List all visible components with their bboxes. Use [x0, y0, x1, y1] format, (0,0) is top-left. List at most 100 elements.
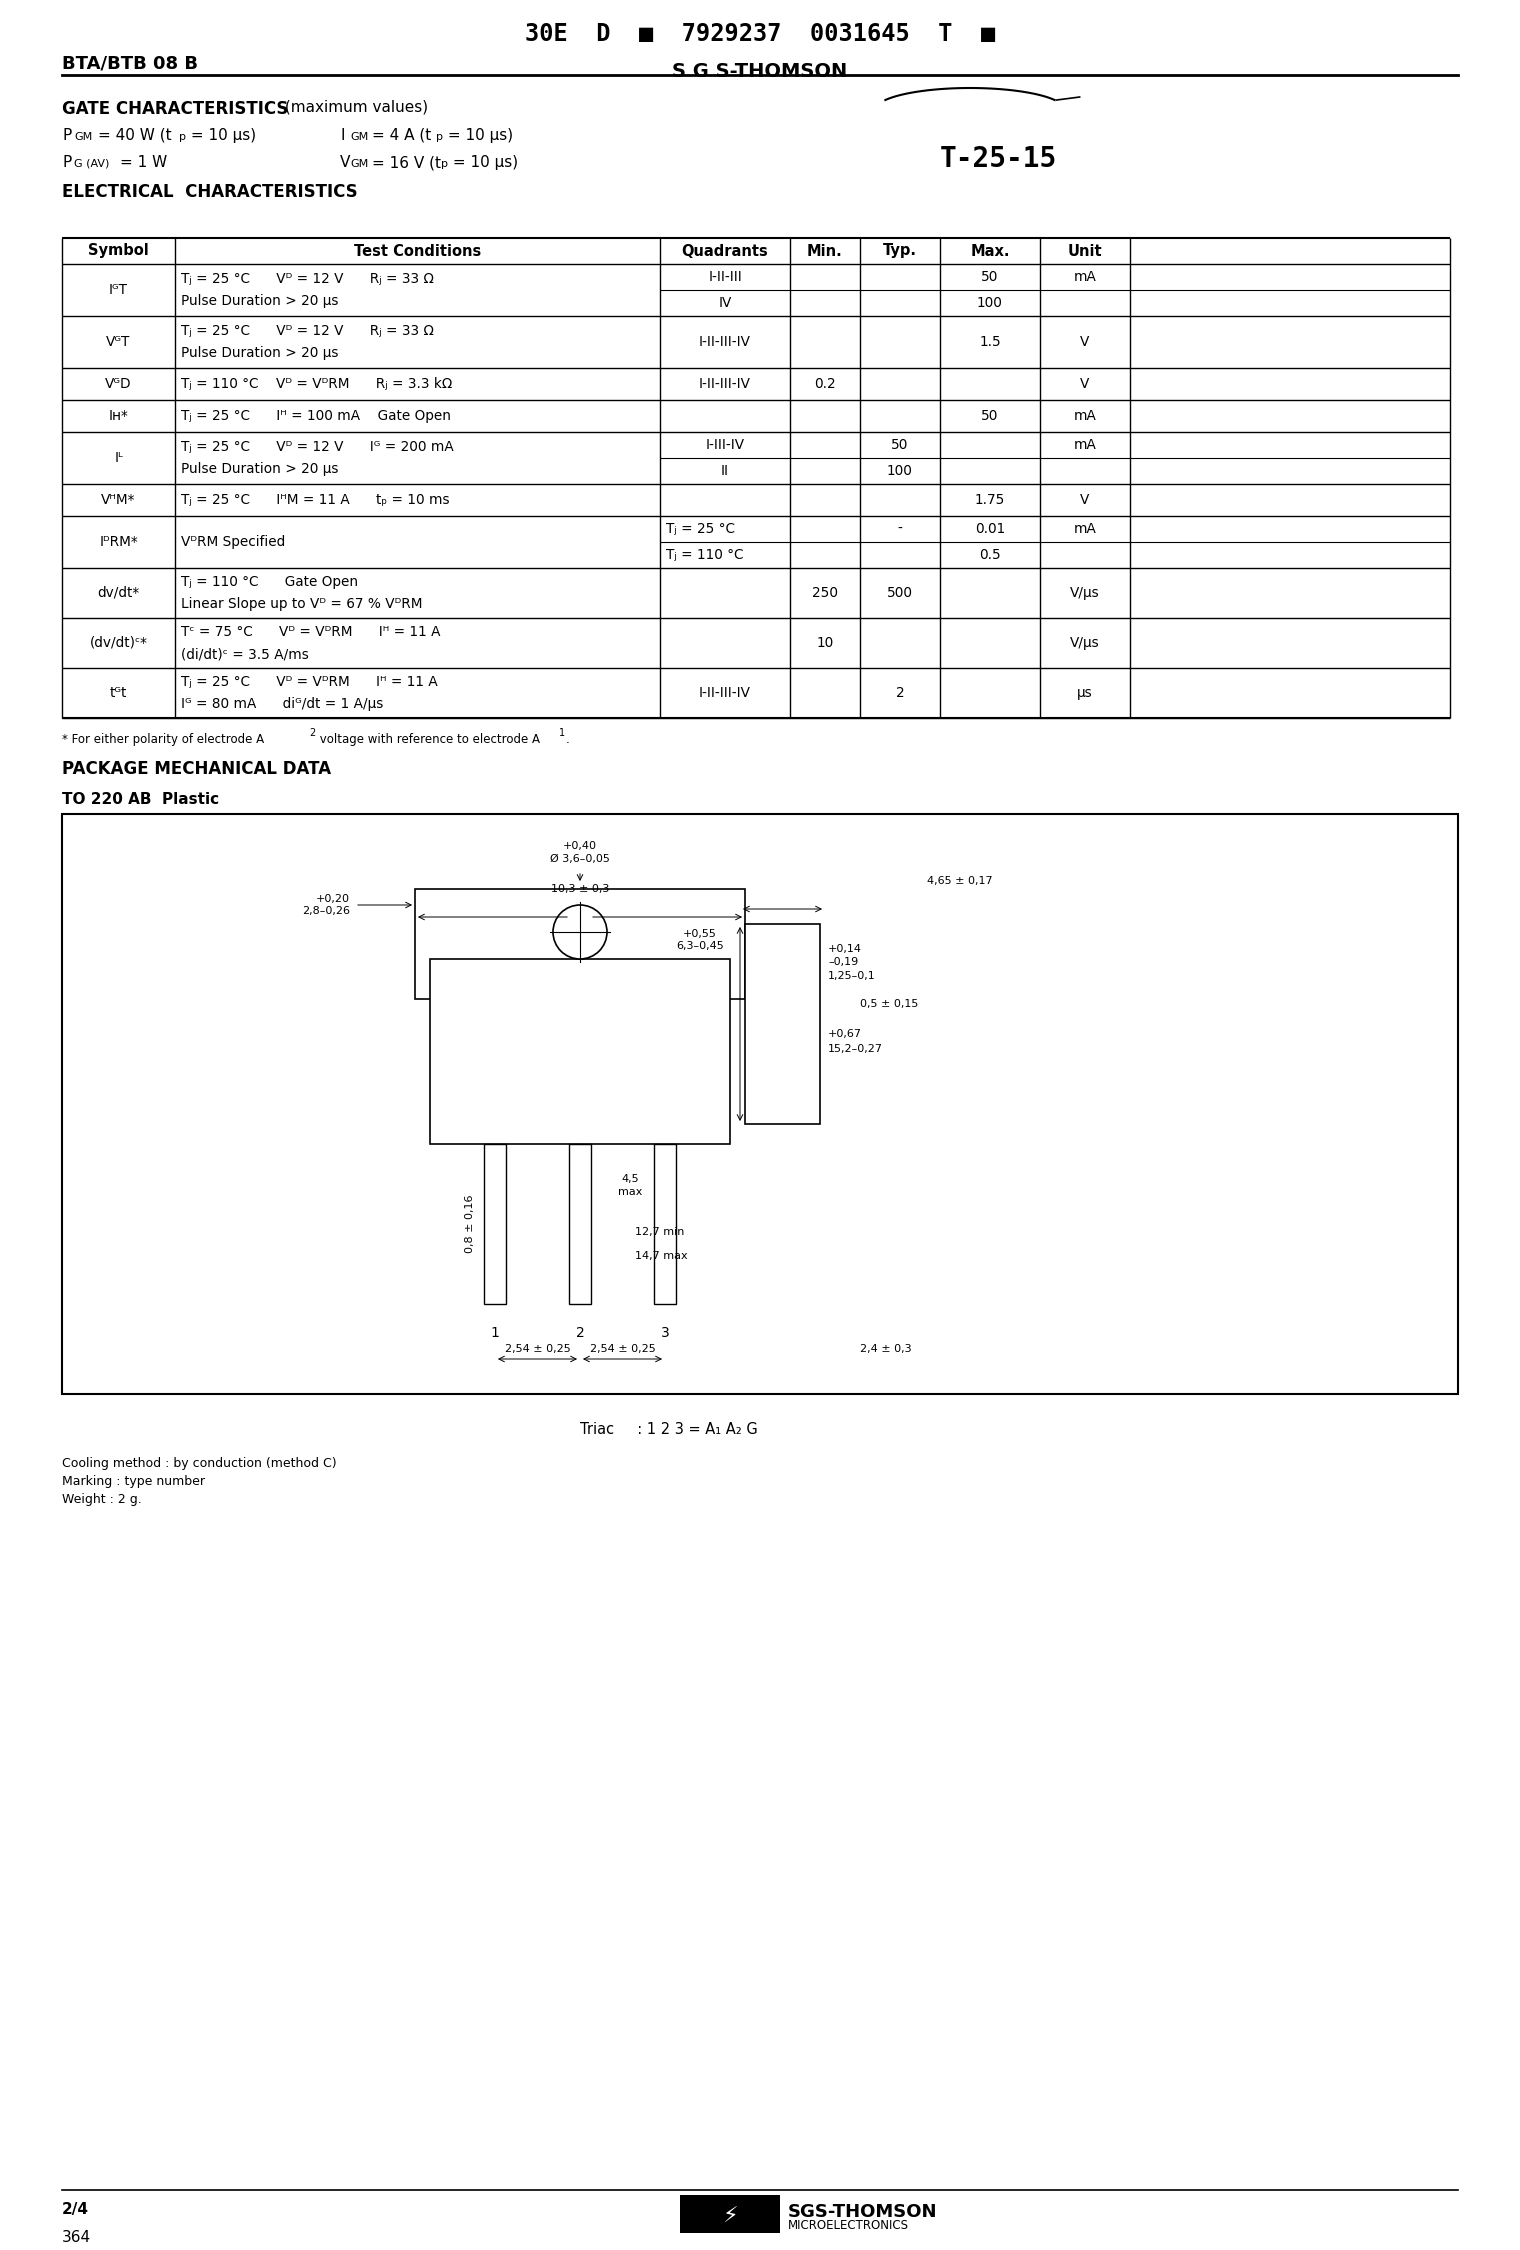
Text: 12,7 min: 12,7 min	[635, 1226, 684, 1238]
Text: 3: 3	[661, 1325, 669, 1341]
Text: ⚡: ⚡	[722, 2207, 737, 2228]
Text: P: P	[62, 155, 71, 171]
Text: Typ.: Typ.	[883, 243, 917, 259]
Text: 4,5: 4,5	[622, 1174, 638, 1184]
Text: +0,14: +0,14	[828, 945, 862, 954]
Text: MICROELECTRONICS: MICROELECTRONICS	[787, 2218, 909, 2232]
Text: SGS-THOMSON: SGS-THOMSON	[787, 2203, 938, 2221]
Text: +0,67: +0,67	[828, 1028, 862, 1040]
Text: dv/dt*: dv/dt*	[97, 585, 140, 601]
Text: 1.75: 1.75	[974, 493, 1005, 506]
Text: BTA/BTB 08 B: BTA/BTB 08 B	[62, 54, 198, 72]
Text: I-II-III-IV: I-II-III-IV	[699, 378, 751, 391]
Bar	[62, 814, 1458, 1395]
Text: Tⱼ = 25 °C      Vᴰ = 12 V      Rⱼ = 33 Ω: Tⱼ = 25 °C Vᴰ = 12 V Rⱼ = 33 Ω	[181, 324, 433, 338]
Bar	[430, 958, 730, 1143]
Text: –0,19: –0,19	[828, 956, 859, 968]
Text: -: -	[898, 522, 903, 536]
Text: 4,65 ± 0,17: 4,65 ± 0,17	[927, 875, 993, 886]
Text: 50: 50	[982, 410, 999, 423]
Text: VᴴM*: VᴴM*	[102, 493, 135, 506]
Text: = 10 μs): = 10 μs)	[442, 128, 514, 144]
Text: GM: GM	[350, 133, 368, 142]
Text: p: p	[436, 133, 442, 142]
Text: Tⱼ = 110 °C    Vᴰ = VᴰRM      Rⱼ = 3.3 kΩ: Tⱼ = 110 °C Vᴰ = VᴰRM Rⱼ = 3.3 kΩ	[181, 378, 453, 391]
Bar	[483, 1143, 506, 1305]
Text: = 1 W: = 1 W	[120, 155, 167, 171]
Text: T-25-15: T-25-15	[939, 144, 1058, 173]
Text: Unit: Unit	[1067, 243, 1102, 259]
Text: 100: 100	[888, 464, 914, 477]
Text: Quadrants: Quadrants	[681, 243, 769, 259]
Text: 500: 500	[888, 585, 914, 601]
Text: Tⱼ = 25 °C      Vᴰ = 12 V      Rⱼ = 33 Ω: Tⱼ = 25 °C Vᴰ = 12 V Rⱼ = 33 Ω	[181, 272, 433, 286]
Text: Pulse Duration > 20 μs: Pulse Duration > 20 μs	[181, 295, 339, 308]
Text: 2,8–0,26: 2,8–0,26	[302, 907, 350, 916]
Text: V: V	[1081, 493, 1090, 506]
Text: 0.2: 0.2	[815, 378, 836, 391]
Text: tᴳt: tᴳt	[109, 686, 128, 700]
Bar	[679, 2196, 780, 2232]
Bar	[568, 1143, 591, 1305]
Text: Iᴳ = 80 mA      diᴳ/dt = 1 A/μs: Iᴳ = 80 mA diᴳ/dt = 1 A/μs	[181, 698, 383, 711]
Text: Iʜ*: Iʜ*	[108, 410, 128, 423]
Text: I: I	[340, 128, 345, 144]
Text: 14,7 max: 14,7 max	[635, 1251, 687, 1260]
Text: μs: μs	[1078, 686, 1093, 700]
Text: GATE CHARACTERISTICS: GATE CHARACTERISTICS	[62, 99, 289, 117]
Text: 2/4: 2/4	[62, 2203, 90, 2216]
Text: Cooling method : by conduction (method C): Cooling method : by conduction (method C…	[62, 1458, 336, 1469]
Text: II: II	[720, 464, 730, 477]
Text: max: max	[617, 1188, 641, 1197]
Text: = 10 μs): = 10 μs)	[185, 128, 257, 144]
Text: p: p	[441, 160, 448, 169]
Text: Ø 3,6–0,05: Ø 3,6–0,05	[550, 855, 610, 864]
Text: +0,20: +0,20	[316, 893, 350, 904]
Text: 1: 1	[559, 729, 565, 738]
Text: p: p	[179, 133, 185, 142]
Text: * For either polarity of electrode A: * For either polarity of electrode A	[62, 734, 264, 747]
Text: Pulse Duration > 20 μs: Pulse Duration > 20 μs	[181, 346, 339, 360]
Text: Tⱼ = 110 °C: Tⱼ = 110 °C	[666, 549, 743, 562]
Text: Min.: Min.	[807, 243, 844, 259]
Text: 10: 10	[816, 637, 833, 650]
Text: Symbol: Symbol	[88, 243, 149, 259]
Text: 30E  D  ■  7929237  0031645  T  ■: 30E D ■ 7929237 0031645 T ■	[524, 22, 996, 45]
Text: Tⱼ = 25 °C      Iᴴ = 100 mA    Gate Open: Tⱼ = 25 °C Iᴴ = 100 mA Gate Open	[181, 410, 451, 423]
Text: Triac     : 1 2 3 = A₁ A₂ G: Triac : 1 2 3 = A₁ A₂ G	[581, 1422, 758, 1438]
Text: 2,54 ± 0,25: 2,54 ± 0,25	[590, 1343, 655, 1354]
Text: G (AV): G (AV)	[74, 160, 109, 169]
Text: VᴰRM Specified: VᴰRM Specified	[181, 536, 286, 549]
Text: I-II-III-IV: I-II-III-IV	[699, 686, 751, 700]
Text: 2,4 ± 0,3: 2,4 ± 0,3	[860, 1343, 912, 1354]
Text: V: V	[1081, 335, 1090, 349]
Text: 50: 50	[982, 270, 999, 284]
Text: 50: 50	[891, 439, 909, 452]
Text: mA: mA	[1073, 410, 1096, 423]
Text: 2: 2	[309, 729, 315, 738]
Text: Test Conditions: Test Conditions	[354, 243, 482, 259]
Text: +0,40: +0,40	[562, 842, 597, 850]
Text: 2,54 ± 0,25: 2,54 ± 0,25	[505, 1343, 570, 1354]
Text: 1.5: 1.5	[979, 335, 1000, 349]
Bar	[654, 1143, 676, 1305]
Text: Tⱼ = 25 °C: Tⱼ = 25 °C	[666, 522, 736, 536]
Text: Max.: Max.	[970, 243, 1009, 259]
Text: 100: 100	[977, 297, 1003, 310]
Text: (maximum values): (maximum values)	[280, 99, 429, 115]
Text: 0,8 ± 0,16: 0,8 ± 0,16	[465, 1195, 474, 1253]
Text: = 16 V (t: = 16 V (t	[372, 155, 441, 171]
Text: Weight : 2 g.: Weight : 2 g.	[62, 1494, 141, 1505]
Text: = 4 A (t: = 4 A (t	[372, 128, 432, 144]
Text: Tⱼ = 25 °C      IᴴM = 11 A      tₚ = 10 ms: Tⱼ = 25 °C IᴴM = 11 A tₚ = 10 ms	[181, 493, 450, 506]
Text: 2: 2	[576, 1325, 584, 1341]
Text: mA: mA	[1073, 439, 1096, 452]
Text: I-II-III: I-II-III	[708, 270, 742, 284]
Text: V/μs: V/μs	[1070, 637, 1100, 650]
Text: (di/dt)ᶜ = 3.5 A/ms: (di/dt)ᶜ = 3.5 A/ms	[181, 648, 309, 662]
Text: VᴳD: VᴳD	[105, 378, 132, 391]
Text: IᴳT: IᴳT	[109, 284, 128, 297]
Text: 364: 364	[62, 2230, 91, 2246]
Text: I-III-IV: I-III-IV	[705, 439, 745, 452]
Text: Linear Slope up to Vᴰ = 67 % VᴰRM: Linear Slope up to Vᴰ = 67 % VᴰRM	[181, 596, 423, 612]
